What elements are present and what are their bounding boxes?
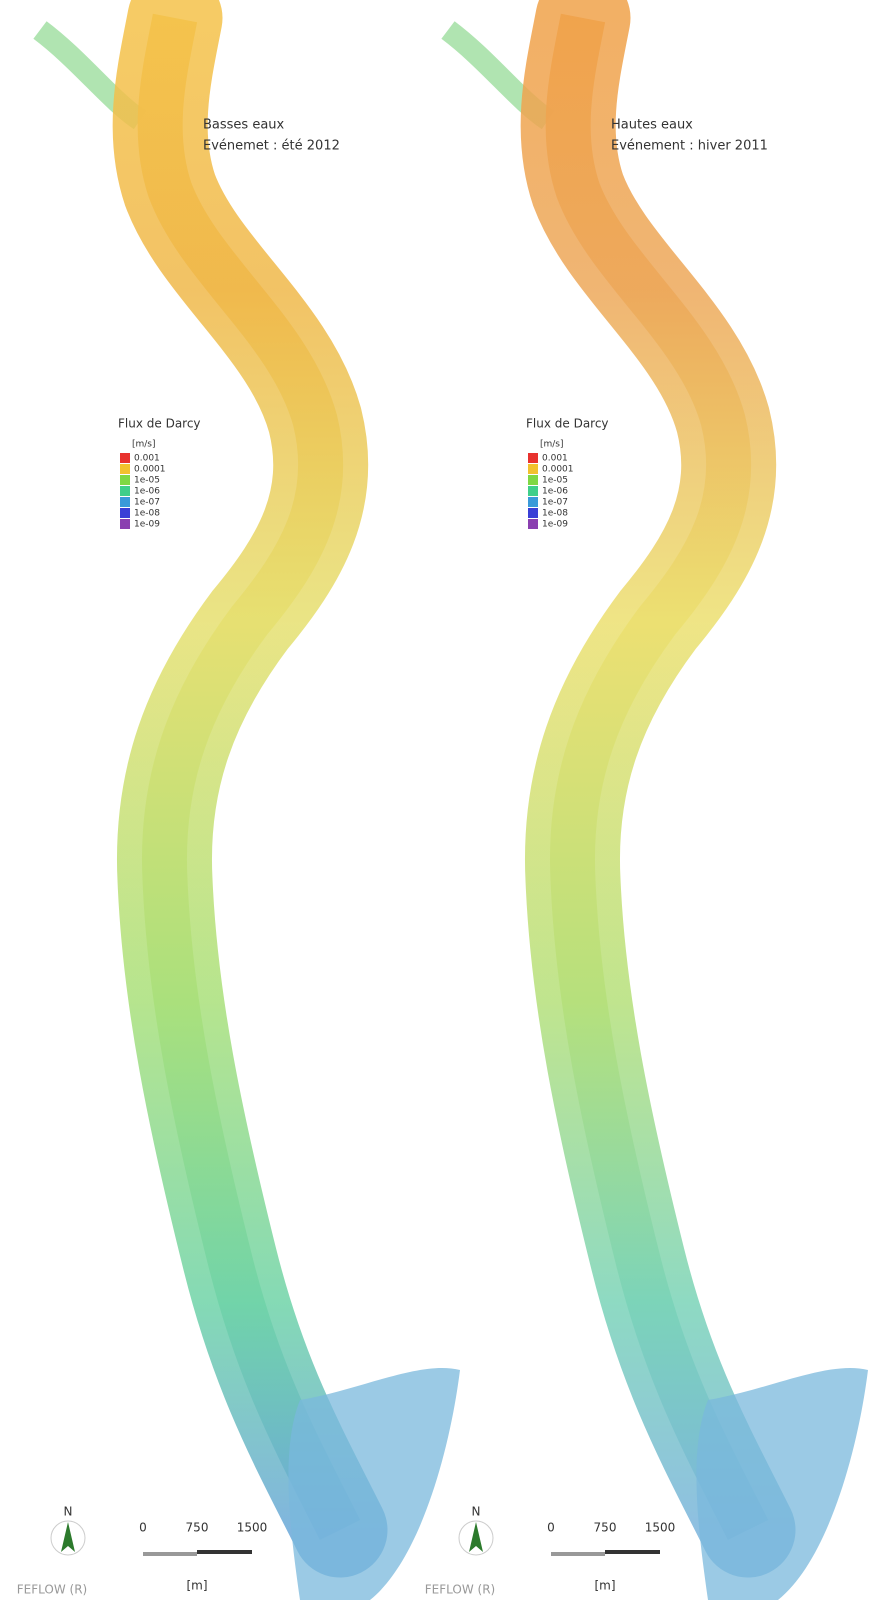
scale-bar-b: [197, 1550, 252, 1554]
river-delta: [696, 1368, 868, 1600]
scale-label: 0: [547, 1521, 555, 1535]
legend-label: 1e-07: [542, 498, 568, 508]
software-label: FEFLOW (R): [425, 1583, 495, 1597]
legend-label: 1e-08: [134, 509, 160, 519]
scale-label: 750: [594, 1521, 617, 1535]
event-label: Evénement : hiver 2011: [611, 139, 768, 154]
event-label: Basses eaux: [203, 118, 285, 133]
legend-unit: [m/s]: [540, 440, 564, 450]
legend-swatch: [120, 475, 130, 485]
scale-bar-a: [143, 1552, 197, 1556]
scale-label: 750: [186, 1521, 209, 1535]
north-label: N: [64, 1505, 73, 1519]
scale-label: 0: [139, 1521, 147, 1535]
legend-title: Flux de Darcy: [526, 417, 609, 431]
river-delta: [288, 1368, 460, 1600]
scale-label: 1500: [237, 1521, 268, 1535]
legend-swatch: [120, 519, 130, 529]
map-figure: Basses eaux Evénemet : été 2012 Flux de Da…: [0, 0, 884, 1607]
legend-label: 0.0001: [542, 465, 574, 475]
event-label: Evénemet : été 2012: [203, 139, 340, 154]
legend-swatch: [528, 508, 538, 518]
map-panel: Basses eaux Evénemet : été 2012 Flux de Da…: [17, 18, 460, 1600]
legend-label: 0.0001: [134, 465, 166, 475]
map-panel: Hautes eaux Evénement : hiver 2011 Flux de…: [425, 18, 868, 1600]
legend-label: 1e-07: [134, 498, 160, 508]
legend-title: Flux de Darcy: [118, 417, 201, 431]
legend-swatch: [120, 497, 130, 507]
north-arrow: [469, 1522, 483, 1552]
legend-swatch: [120, 453, 130, 463]
legend-swatch: [528, 453, 538, 463]
legend-swatch: [120, 464, 130, 474]
legend-swatch: [528, 497, 538, 507]
scale-label: 1500: [645, 1521, 676, 1535]
legend-label: 0.001: [134, 454, 160, 464]
legend-swatch: [528, 475, 538, 485]
legend-swatch: [528, 519, 538, 529]
legend-label: 1e-06: [542, 487, 568, 497]
scale-unit: [m]: [594, 1579, 615, 1593]
legend-label: 1e-09: [542, 520, 568, 530]
event-label: Hautes eaux: [611, 118, 693, 133]
legend-label: 0.001: [542, 454, 568, 464]
legend-label: 1e-05: [542, 476, 568, 486]
scale-unit: [m]: [186, 1579, 207, 1593]
scale-bar-b: [605, 1550, 660, 1554]
legend-unit: [m/s]: [132, 440, 156, 450]
legend-label: 1e-05: [134, 476, 160, 486]
scale-bar-a: [551, 1552, 605, 1556]
legend-label: 1e-08: [542, 509, 568, 519]
software-label: FEFLOW (R): [17, 1583, 87, 1597]
legend-label: 1e-09: [134, 520, 160, 530]
legend-swatch: [120, 508, 130, 518]
legend-swatch: [528, 486, 538, 496]
north-arrow: [61, 1522, 75, 1552]
north-label: N: [472, 1505, 481, 1519]
legend-swatch: [528, 464, 538, 474]
legend-label: 1e-06: [134, 487, 160, 497]
legend-swatch: [120, 486, 130, 496]
